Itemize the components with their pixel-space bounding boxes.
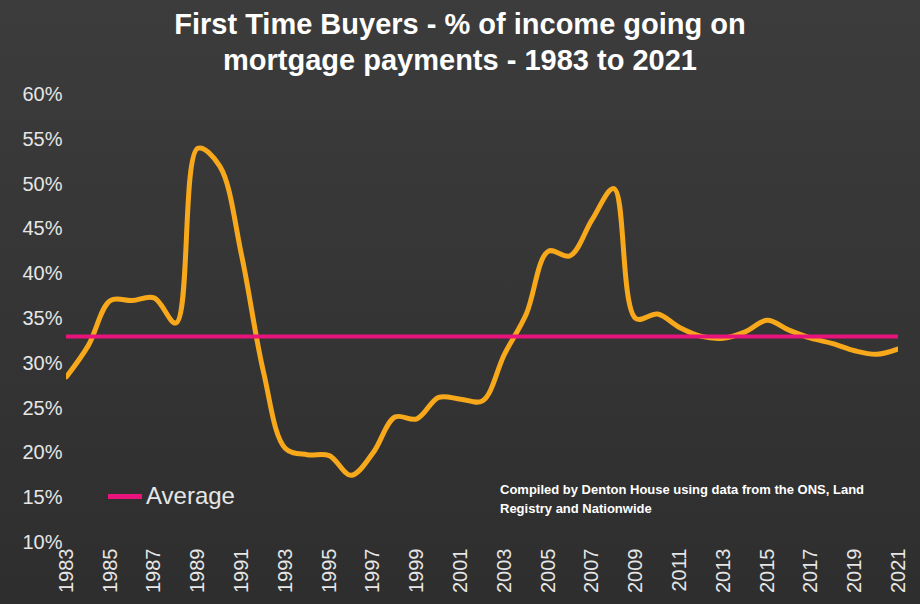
svg-text:1997: 1997	[361, 549, 383, 594]
svg-text:30%: 30%	[22, 352, 62, 374]
svg-text:2021: 2021	[887, 549, 909, 594]
svg-text:55%: 55%	[22, 128, 62, 150]
svg-text:50%: 50%	[22, 173, 62, 195]
svg-text:2007: 2007	[580, 549, 602, 594]
svg-text:40%: 40%	[22, 262, 62, 284]
svg-text:2009: 2009	[624, 549, 646, 594]
svg-text:15%: 15%	[22, 486, 62, 508]
svg-text:1987: 1987	[142, 549, 164, 594]
svg-text:1989: 1989	[186, 549, 208, 594]
svg-text:35%: 35%	[22, 307, 62, 329]
svg-text:2019: 2019	[843, 549, 865, 594]
html-text:Average: Average	[146, 482, 235, 509]
svg-text:2001: 2001	[449, 549, 471, 594]
svg-text:1999: 1999	[405, 549, 427, 594]
svg-text:2015: 2015	[756, 549, 778, 594]
svg-text:2003: 2003	[493, 549, 515, 594]
svg-text:20%: 20%	[22, 441, 62, 463]
svg-text:60%: 60%	[22, 84, 62, 105]
svg-text:1993: 1993	[274, 549, 296, 594]
svg-text:2005: 2005	[537, 549, 559, 594]
svg-text:2017: 2017	[799, 549, 821, 594]
svg-text:2013: 2013	[712, 549, 734, 594]
svg-text:1985: 1985	[99, 549, 121, 594]
svg-text:25%: 25%	[22, 397, 62, 419]
svg-text:45%: 45%	[22, 217, 62, 239]
html-text:First Time Buyers - % of incom: First Time Buyers - % of income going on…	[174, 8, 746, 76]
html-text:Compiled by Denton House using: Compiled by Denton House using data from…	[500, 482, 864, 516]
svg-text:1991: 1991	[230, 549, 252, 594]
svg-text:1983: 1983	[55, 549, 77, 594]
svg-text:1995: 1995	[318, 549, 340, 594]
svg-text:2011: 2011	[668, 549, 690, 592]
svg-text:10%: 10%	[22, 530, 63, 553]
